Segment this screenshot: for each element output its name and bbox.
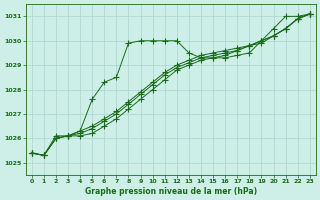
X-axis label: Graphe pression niveau de la mer (hPa): Graphe pression niveau de la mer (hPa) [85,187,257,196]
